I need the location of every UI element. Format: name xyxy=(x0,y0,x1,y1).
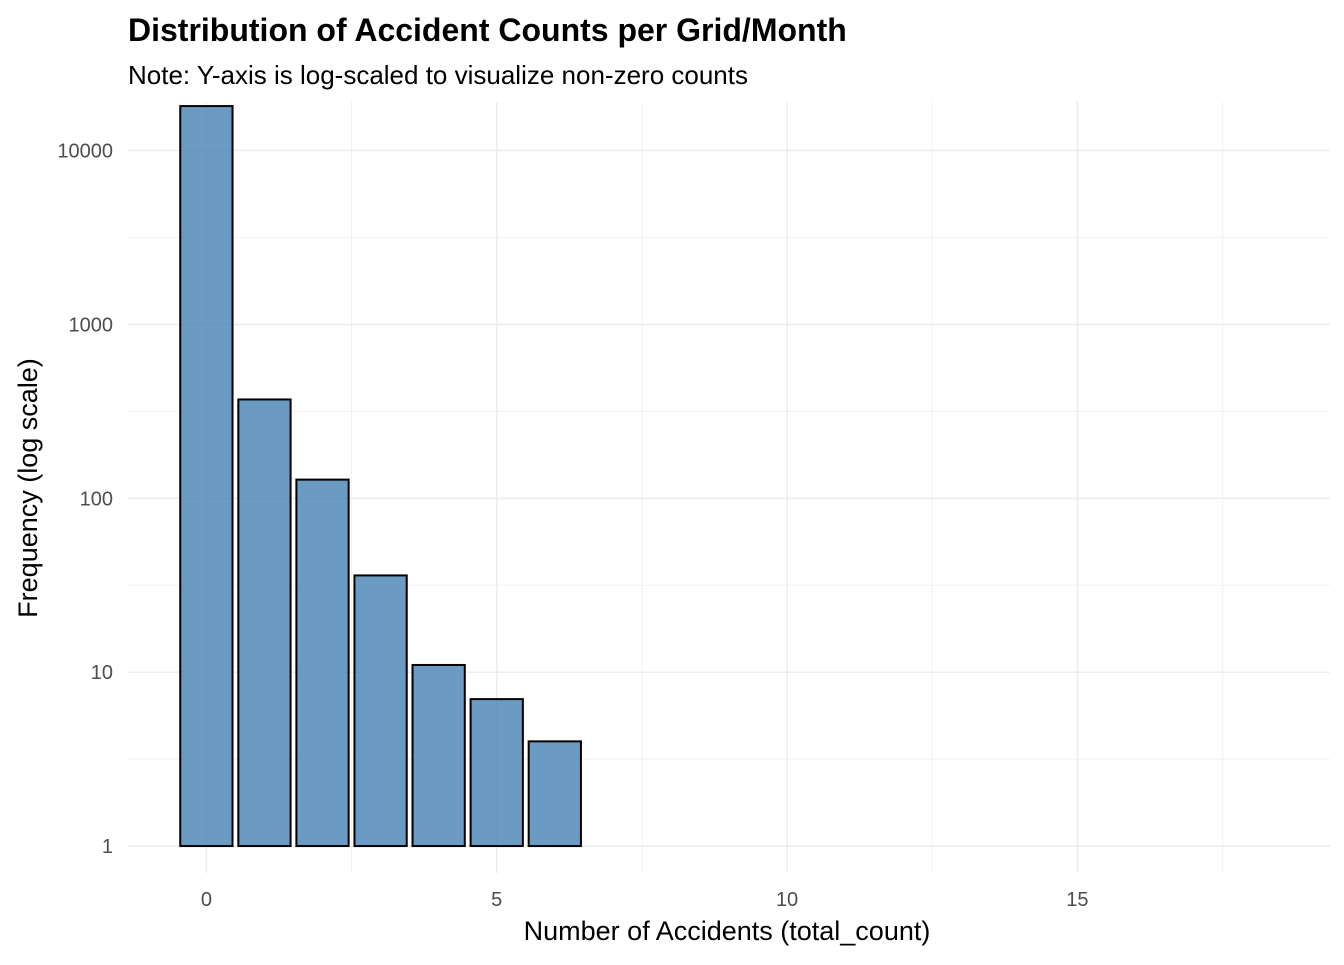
y-tick-labels: 1 10 100 1000 10000 xyxy=(57,140,113,858)
histogram-bar xyxy=(179,105,234,848)
y-tick-label: 10 xyxy=(91,662,113,684)
bars xyxy=(179,105,582,848)
histogram-bar xyxy=(353,574,408,848)
x-tick-label: 10 xyxy=(776,889,798,911)
x-tick-label: 5 xyxy=(491,889,502,911)
x-tick-labels: 0 5 10 15 xyxy=(201,889,1089,911)
x-tick-label: 0 xyxy=(201,889,212,911)
histogram-bar xyxy=(527,740,582,848)
y-tick-label: 1000 xyxy=(69,314,114,336)
histogram-bar xyxy=(295,478,350,848)
histogram-bar xyxy=(411,663,466,848)
y-tick-label: 100 xyxy=(80,488,113,510)
x-tick-label: 15 xyxy=(1066,889,1088,911)
y-tick-label: 1 xyxy=(102,836,113,858)
x-axis-title: Number of Accidents (total_count) xyxy=(524,916,931,946)
histogram-bar xyxy=(237,398,292,848)
histogram-bar xyxy=(469,698,524,848)
chart-subtitle: Note: Y-axis is log-scaled to visualize … xyxy=(128,60,748,90)
chart-title: Distribution of Accident Counts per Grid… xyxy=(128,12,847,48)
y-axis-title: Frequency (log scale) xyxy=(13,358,43,618)
y-tick-label: 10000 xyxy=(57,140,113,162)
